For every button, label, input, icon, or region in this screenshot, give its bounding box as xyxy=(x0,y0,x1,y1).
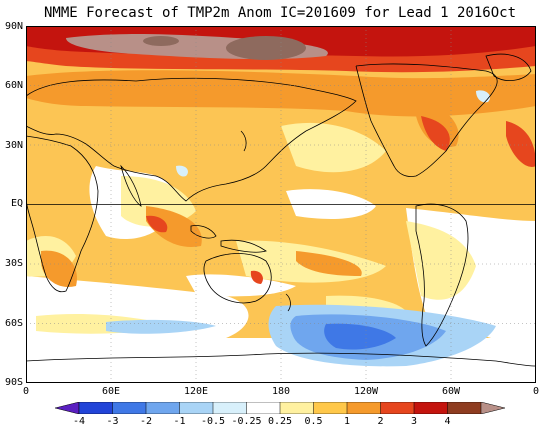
colorbar-tick-label: -2 xyxy=(139,416,153,427)
colorbar-swatch xyxy=(55,402,80,414)
colorbar-tick-label: 1 xyxy=(343,416,351,427)
lon-label-0: 0 xyxy=(22,386,30,397)
lat-label-90s: 90S xyxy=(4,377,23,388)
colorbar-tick-label: -0.25 xyxy=(231,416,262,427)
colorbar-swatch xyxy=(145,402,181,414)
colorbar-swatch xyxy=(380,402,415,414)
lon-label-180: 180 xyxy=(271,386,291,397)
lon-label-0-east: 0 xyxy=(532,386,540,397)
colorbar-tick-label: -0.5 xyxy=(200,416,226,427)
lat-label-30n: 30N xyxy=(4,140,23,151)
colorbar-tick-label: 3 xyxy=(410,416,418,427)
lat-label-eq: EQ xyxy=(10,198,23,209)
colorbar-swatch xyxy=(346,402,382,414)
colorbar-tick-label: 0.25 xyxy=(267,416,293,427)
colorbar-swatch xyxy=(279,402,315,414)
colorbar-tick-label: 2 xyxy=(377,416,384,427)
coastlines xyxy=(26,53,536,367)
colorbar xyxy=(55,402,505,414)
colorbar-tick-label: -3 xyxy=(106,416,119,427)
extreme-warm-regions xyxy=(66,34,328,60)
cool-anomaly-regions xyxy=(106,90,496,367)
lon-label-120w: 120W xyxy=(353,386,379,397)
colorbar-tick-label: 0.5 xyxy=(304,416,323,427)
colorbar-tick-label: 4 xyxy=(444,416,451,427)
map-title: NMME Forecast of TMP2m Anom IC=201609 fo… xyxy=(43,5,516,21)
colorbar-swatch xyxy=(212,402,248,414)
lon-label-60e: 60E xyxy=(101,386,121,397)
colorbar-swatch xyxy=(179,402,214,414)
colorbar-tick-label: -1 xyxy=(173,416,186,427)
colorbar-swatch xyxy=(246,402,281,414)
forecast-map xyxy=(26,26,536,383)
colorbar-swatch xyxy=(447,402,482,414)
moderate-warm-regions xyxy=(26,70,536,287)
map-frame xyxy=(26,26,536,383)
colorbar-swatch xyxy=(313,402,348,414)
lat-label-60s: 60S xyxy=(4,318,23,329)
colorbar-swatch xyxy=(480,402,505,414)
lon-label-120e: 120E xyxy=(183,386,209,397)
lat-label-90n: 90N xyxy=(4,21,23,32)
colorbar-swatch xyxy=(112,402,147,414)
lat-label-60n: 60N xyxy=(4,80,23,91)
colorbar-swatch xyxy=(413,402,449,414)
colorbar-swatch xyxy=(78,402,114,414)
lat-label-30s: 30S xyxy=(4,258,23,269)
graticule xyxy=(26,26,536,383)
colorbar-tick-label: -4 xyxy=(72,416,86,427)
lon-label-60w: 60W xyxy=(441,386,461,397)
